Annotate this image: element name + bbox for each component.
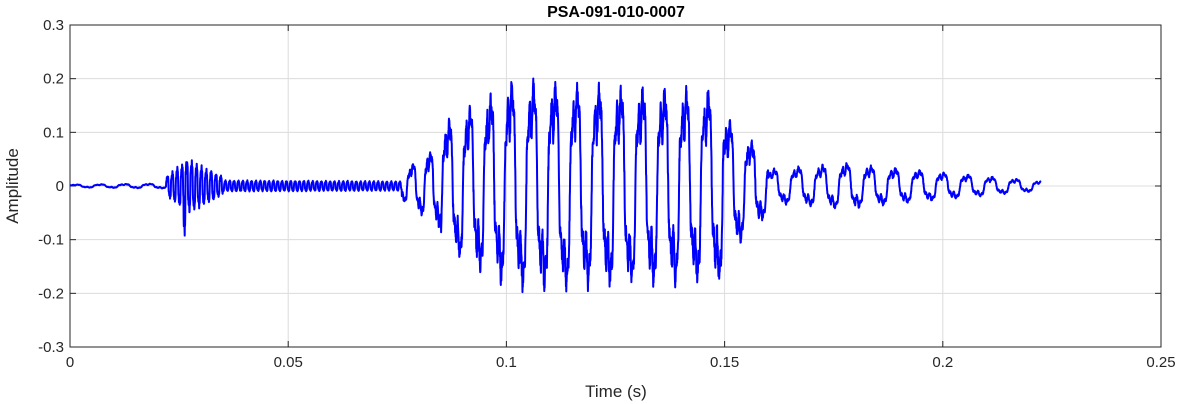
series-layer	[69, 77, 1042, 294]
x-tick-label: 0.15	[710, 354, 739, 371]
x-tick-label: 0	[66, 354, 74, 371]
chart-title: PSA-091-010-0007	[547, 4, 685, 21]
y-tick-label: -0.1	[38, 232, 64, 249]
y-tick-label: 0	[56, 178, 64, 195]
x-tick-label: 0.05	[274, 354, 303, 371]
y-tick-label: -0.3	[38, 339, 64, 356]
y-tick-label: 0.3	[43, 17, 64, 34]
series-line	[69, 77, 1042, 294]
y-tick-label: -0.2	[38, 285, 64, 302]
axis-ticks: 0 0.05 0.1 0.15 0.2 0.25 -0.3 -0.2 -0.1 0 0.1 0.2 0.…	[38, 17, 1175, 371]
x-axis-label: Time (s)	[585, 382, 647, 401]
y-tick-label: 0.1	[43, 124, 64, 141]
x-tick-label: 0.25	[1146, 354, 1175, 371]
y-tick-label: 0.2	[43, 71, 64, 88]
x-tick-label: 0.1	[496, 354, 517, 371]
x-tick-label: 0.2	[932, 354, 953, 371]
y-axis-label: Amplitude	[3, 148, 22, 224]
